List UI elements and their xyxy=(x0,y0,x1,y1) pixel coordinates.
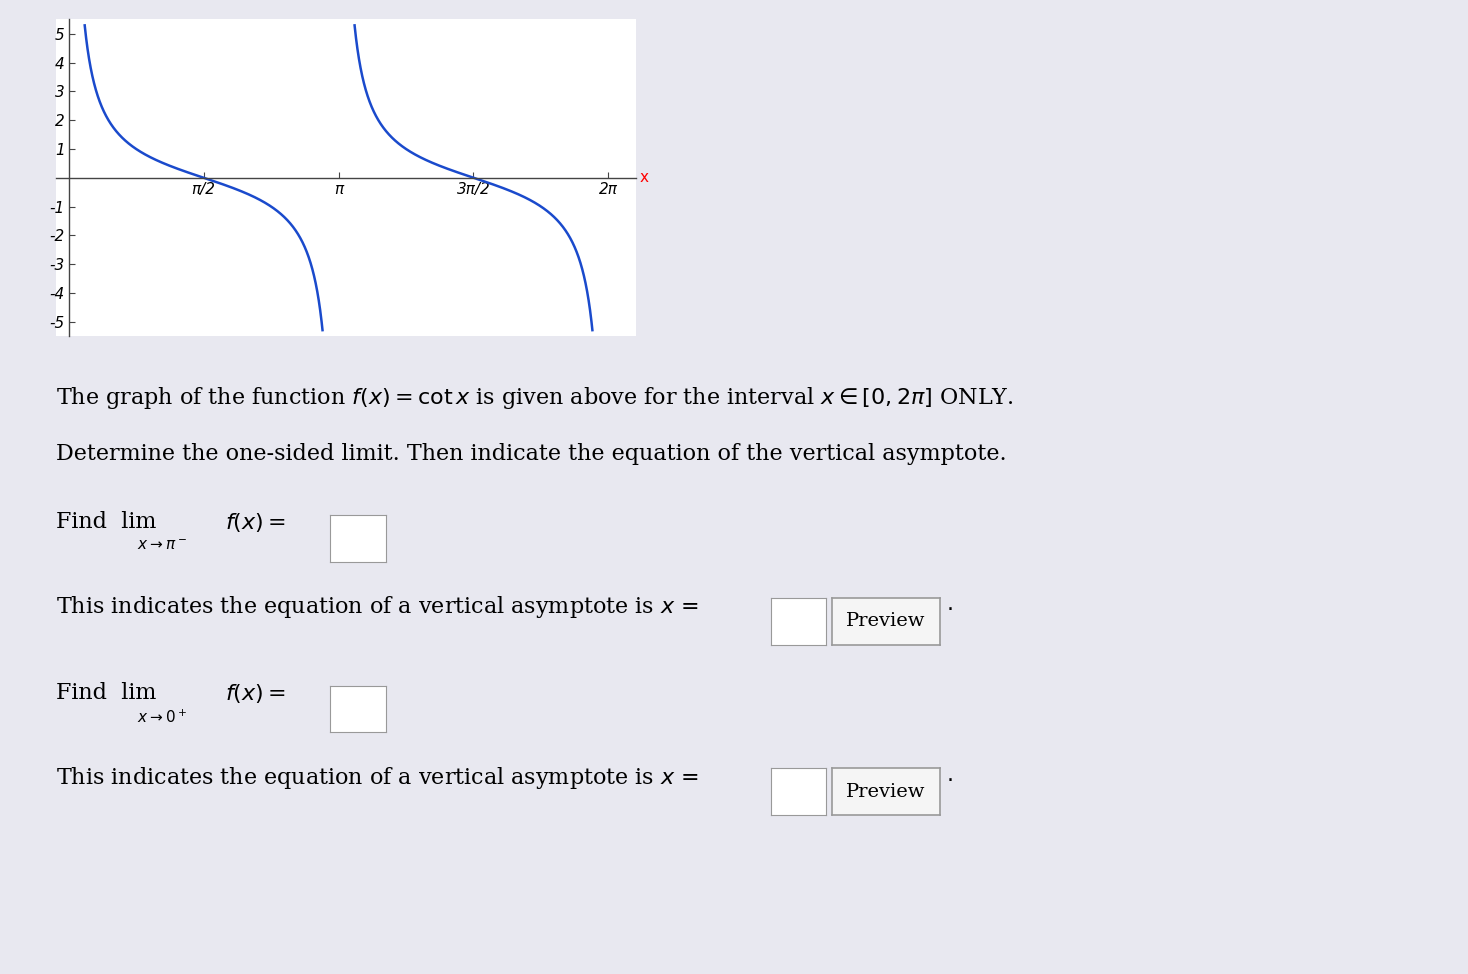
Text: This indicates the equation of a vertical asymptote is $x$ =: This indicates the equation of a vertica… xyxy=(56,765,699,791)
Text: Determine the one-sided limit. Then indicate the equation of the vertical asympt: Determine the one-sided limit. Then indi… xyxy=(56,443,1007,466)
Text: x: x xyxy=(640,170,649,185)
Text: Find  lim: Find lim xyxy=(56,682,156,704)
Text: $x \to \pi^-$: $x \to \pi^-$ xyxy=(137,539,186,553)
Text: Preview: Preview xyxy=(846,613,926,630)
Text: Find  lim: Find lim xyxy=(56,511,156,534)
Text: $f(x) =$: $f(x) =$ xyxy=(225,682,286,705)
Text: .: . xyxy=(947,594,954,615)
Text: The graph of the function $f(x) = \cot x$ is given above for the interval $x \in: The graph of the function $f(x) = \cot x… xyxy=(56,385,1013,411)
Text: $x \to 0^+$: $x \to 0^+$ xyxy=(137,709,186,727)
Text: $f(x) =$: $f(x) =$ xyxy=(225,511,286,535)
Text: Preview: Preview xyxy=(846,783,926,801)
Text: .: . xyxy=(947,765,954,785)
Text: This indicates the equation of a vertical asymptote is $x$ =: This indicates the equation of a vertica… xyxy=(56,594,699,620)
